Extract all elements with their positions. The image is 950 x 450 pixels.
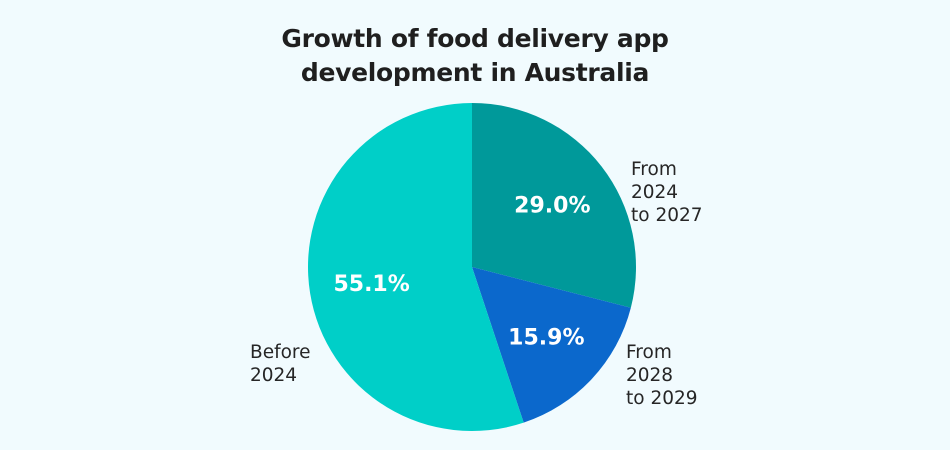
slice-value-label-1: 29.0% [514,194,590,219]
pie-slice-1 [472,103,636,308]
pie-slice-3 [307,103,524,432]
chart-title-line-1: Growth of food delivery app [281,24,669,53]
slice-category-label-1: From 2024 to 2027 [631,159,703,226]
chart-title-line-2: development in Australia [300,58,650,87]
slice-category-label-2: From 2028 to 2029 [626,342,698,409]
pie-slice-2 [472,267,631,423]
slice-value-label-3: 55.1% [333,272,409,297]
slice-value-label-2: 15.9% [508,325,584,350]
slice-category-label-3: Before 2024 [250,342,311,386]
